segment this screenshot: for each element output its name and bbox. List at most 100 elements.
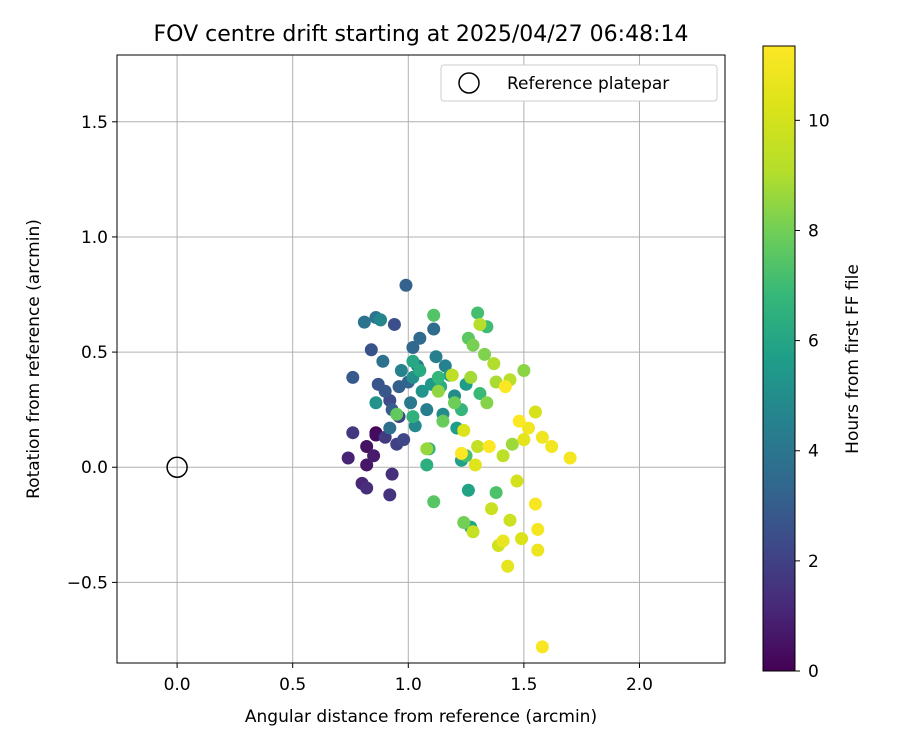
colorbar-tick-label: 10	[808, 111, 830, 131]
data-point	[448, 396, 462, 410]
data-point	[461, 483, 475, 497]
data-point	[413, 364, 427, 378]
colorbar-tick-label: 6	[808, 332, 819, 352]
colorbar-tick-label: 4	[808, 442, 819, 462]
data-point	[376, 354, 390, 368]
data-point	[517, 364, 531, 378]
data-point	[383, 488, 397, 502]
colorbar-tick-label: 0	[808, 662, 819, 682]
data-point	[346, 426, 360, 440]
data-point	[406, 340, 420, 354]
data-point	[360, 481, 374, 495]
data-point	[531, 543, 545, 557]
axis-ticks: 0.0 0.5 1.0 1.5 2.0 −0.5 0.0 0.5 1.0 1.5	[67, 113, 653, 695]
data-point	[521, 421, 535, 435]
data-point	[473, 387, 487, 401]
data-point	[406, 354, 420, 368]
data-point	[478, 347, 492, 361]
data-point	[496, 534, 510, 548]
legend-open-circle-icon	[458, 72, 480, 94]
data-point	[420, 442, 434, 456]
data-point	[394, 364, 408, 378]
data-point	[429, 350, 443, 364]
legend: Reference platepar	[440, 64, 718, 102]
data-point	[378, 384, 392, 398]
data-point	[464, 370, 478, 384]
data-point	[427, 495, 441, 509]
colorbar-label: Hours from first FF file	[843, 264, 863, 454]
data-point	[357, 315, 371, 329]
data-point	[466, 338, 480, 352]
data-point	[427, 308, 441, 322]
data-point	[528, 405, 542, 419]
data-point	[535, 640, 549, 654]
data-point	[528, 497, 542, 511]
data-point	[466, 525, 480, 539]
y-axis-label: Rotation from reference (arcmin)	[24, 219, 44, 499]
data-point	[360, 440, 374, 454]
data-point	[385, 467, 399, 481]
colorbar-tick-label: 8	[808, 221, 819, 241]
data-point	[545, 440, 559, 454]
data-point	[374, 313, 388, 327]
data-point	[487, 357, 501, 371]
data-point	[535, 430, 549, 444]
y-tick-label: 1.5	[81, 113, 108, 133]
data-point	[390, 407, 404, 421]
x-tick-label: 2.0	[626, 675, 653, 695]
data-point	[517, 433, 531, 447]
data-point	[515, 532, 529, 546]
colorbar-ticks: 0 2 4 6 8 10	[795, 111, 830, 682]
data-point	[445, 368, 459, 382]
data-point	[383, 421, 397, 435]
legend-label: Reference platepar	[507, 74, 669, 94]
data-point	[399, 278, 413, 292]
data-point	[489, 486, 503, 500]
data-point	[485, 502, 499, 516]
data-point	[471, 440, 485, 454]
data-point	[501, 559, 515, 573]
data-point	[505, 437, 519, 451]
x-axis-label: Angular distance from reference (arcmin)	[245, 707, 597, 727]
colorbar: 0 2 4 6 8 10 Hours from first FF file	[762, 45, 863, 682]
data-point	[415, 384, 429, 398]
data-point	[427, 322, 441, 336]
data-point	[471, 306, 485, 320]
y-tick-label: 0.0	[81, 458, 108, 478]
data-point	[473, 317, 487, 331]
data-point	[413, 331, 427, 345]
grid	[117, 55, 725, 663]
data-point	[406, 410, 420, 424]
legend-box	[440, 64, 718, 102]
data-points	[341, 278, 577, 654]
data-point	[341, 451, 355, 465]
data-point	[496, 449, 510, 463]
data-point	[387, 317, 401, 331]
data-point	[531, 522, 545, 536]
data-point	[346, 370, 360, 384]
data-point	[457, 423, 471, 437]
data-point	[510, 474, 524, 488]
reference-point	[166, 456, 188, 478]
x-tick-label: 1.0	[395, 675, 422, 695]
data-point	[420, 403, 434, 417]
data-point	[468, 458, 482, 472]
data-point	[397, 433, 411, 447]
data-point	[498, 380, 512, 394]
data-point	[482, 440, 496, 454]
data-point	[367, 449, 381, 463]
x-tick-label: 0.5	[279, 675, 306, 695]
data-point	[364, 343, 378, 357]
data-point	[369, 396, 383, 410]
y-tick-label: 0.5	[81, 343, 108, 363]
data-point	[512, 414, 526, 428]
x-tick-label: 0.0	[164, 675, 191, 695]
colorbar-tick-label: 2	[808, 552, 819, 572]
data-point	[420, 458, 434, 472]
colorbar-gradient	[762, 45, 796, 672]
chart-title: FOV centre drift starting at 2025/04/27 …	[154, 22, 689, 47]
y-tick-label: −0.5	[67, 573, 108, 593]
data-point	[563, 451, 577, 465]
data-point	[480, 396, 494, 410]
